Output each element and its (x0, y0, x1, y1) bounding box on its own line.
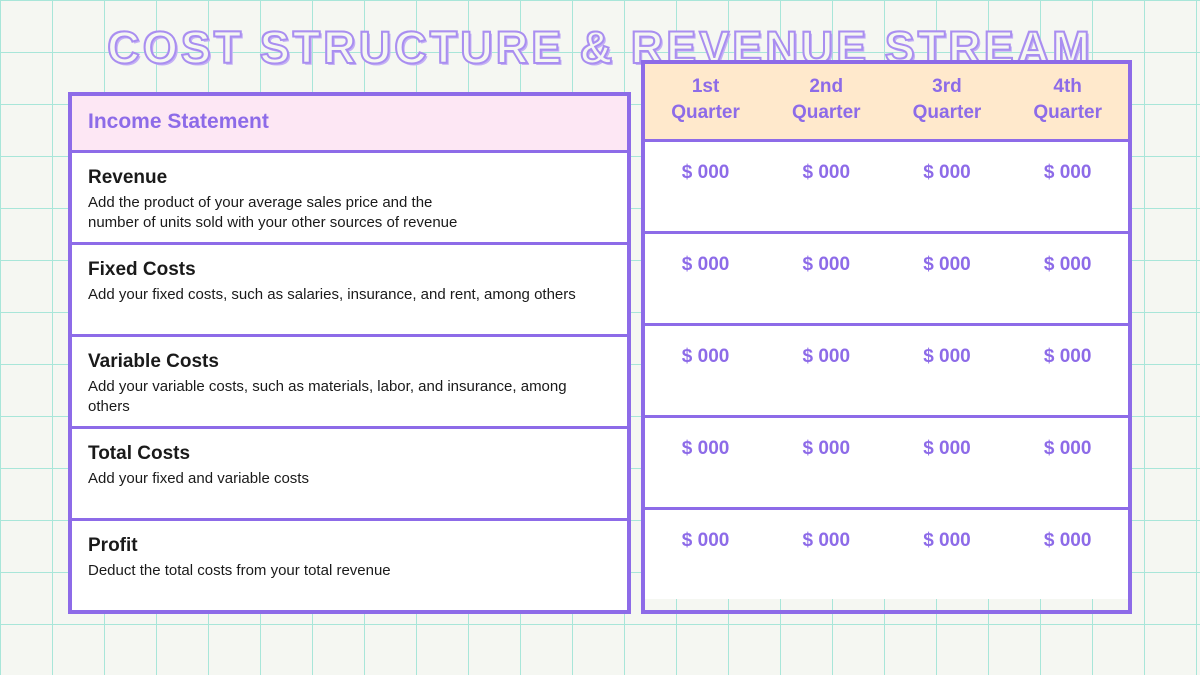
row-fixed-costs: Fixed Costs Add your fixed costs, such a… (72, 242, 627, 334)
value-cell: $ 000 (1007, 346, 1128, 368)
value-cell: $ 000 (887, 254, 1008, 276)
row-title: Revenue (88, 167, 611, 189)
value-cell: $ 000 (1007, 530, 1128, 552)
values-variable-costs: $ 000 $ 000 $ 000 $ 000 (645, 323, 1128, 415)
quarter-header-2: 2ndQuarter (766, 74, 887, 125)
row-desc: Add your fixed and variable costs (88, 469, 611, 489)
row-total-costs: Total Costs Add your fixed and variable … (72, 426, 627, 518)
value-cell: $ 000 (766, 346, 887, 368)
table-wrap: Income Statement Revenue Add the product… (0, 92, 1200, 614)
value-cell: $ 000 (887, 530, 1008, 552)
income-statement-header: Income Statement (72, 96, 627, 150)
quarter-header-row: 1stQuarter 2ndQuarter 3rdQuarter 4thQuar… (645, 64, 1128, 139)
value-cell: $ 000 (766, 438, 887, 460)
row-variable-costs: Variable Costs Add your variable costs, … (72, 334, 627, 426)
row-title: Total Costs (88, 443, 611, 465)
value-cell: $ 000 (766, 530, 887, 552)
value-cell: $ 000 (1007, 438, 1128, 460)
row-desc: Add your variable costs, such as materia… (88, 377, 611, 418)
quarter-header-4: 4thQuarter (1007, 74, 1128, 125)
row-desc: Add the product of your average sales pr… (88, 193, 611, 234)
value-cell: $ 000 (887, 438, 1008, 460)
value-cell: $ 000 (1007, 162, 1128, 184)
value-cell: $ 000 (887, 346, 1008, 368)
quarter-values-table: 1stQuarter 2ndQuarter 3rdQuarter 4thQuar… (641, 60, 1132, 614)
value-cell: $ 000 (645, 162, 766, 184)
values-revenue: $ 000 $ 000 $ 000 $ 000 (645, 139, 1128, 231)
value-cell: $ 000 (766, 162, 887, 184)
row-desc: Add your fixed costs, such as salaries, … (88, 285, 611, 305)
row-desc: Deduct the total costs from your total r… (88, 561, 611, 581)
row-revenue: Revenue Add the product of your average … (72, 150, 627, 242)
row-title: Fixed Costs (88, 259, 611, 281)
quarter-header-3: 3rdQuarter (887, 74, 1008, 125)
value-cell: $ 000 (645, 346, 766, 368)
value-cell: $ 000 (766, 254, 887, 276)
value-cell: $ 000 (645, 530, 766, 552)
values-total-costs: $ 000 $ 000 $ 000 $ 000 (645, 415, 1128, 507)
row-profit: Profit Deduct the total costs from your … (72, 518, 627, 610)
value-cell: $ 000 (887, 162, 1008, 184)
value-cell: $ 000 (645, 438, 766, 460)
quarter-header-1: 1stQuarter (645, 74, 766, 125)
income-statement-table: Income Statement Revenue Add the product… (68, 92, 631, 614)
value-cell: $ 000 (1007, 254, 1128, 276)
value-cell: $ 000 (645, 254, 766, 276)
row-title: Variable Costs (88, 351, 611, 373)
row-title: Profit (88, 535, 611, 557)
values-profit: $ 000 $ 000 $ 000 $ 000 (645, 507, 1128, 599)
values-fixed-costs: $ 000 $ 000 $ 000 $ 000 (645, 231, 1128, 323)
